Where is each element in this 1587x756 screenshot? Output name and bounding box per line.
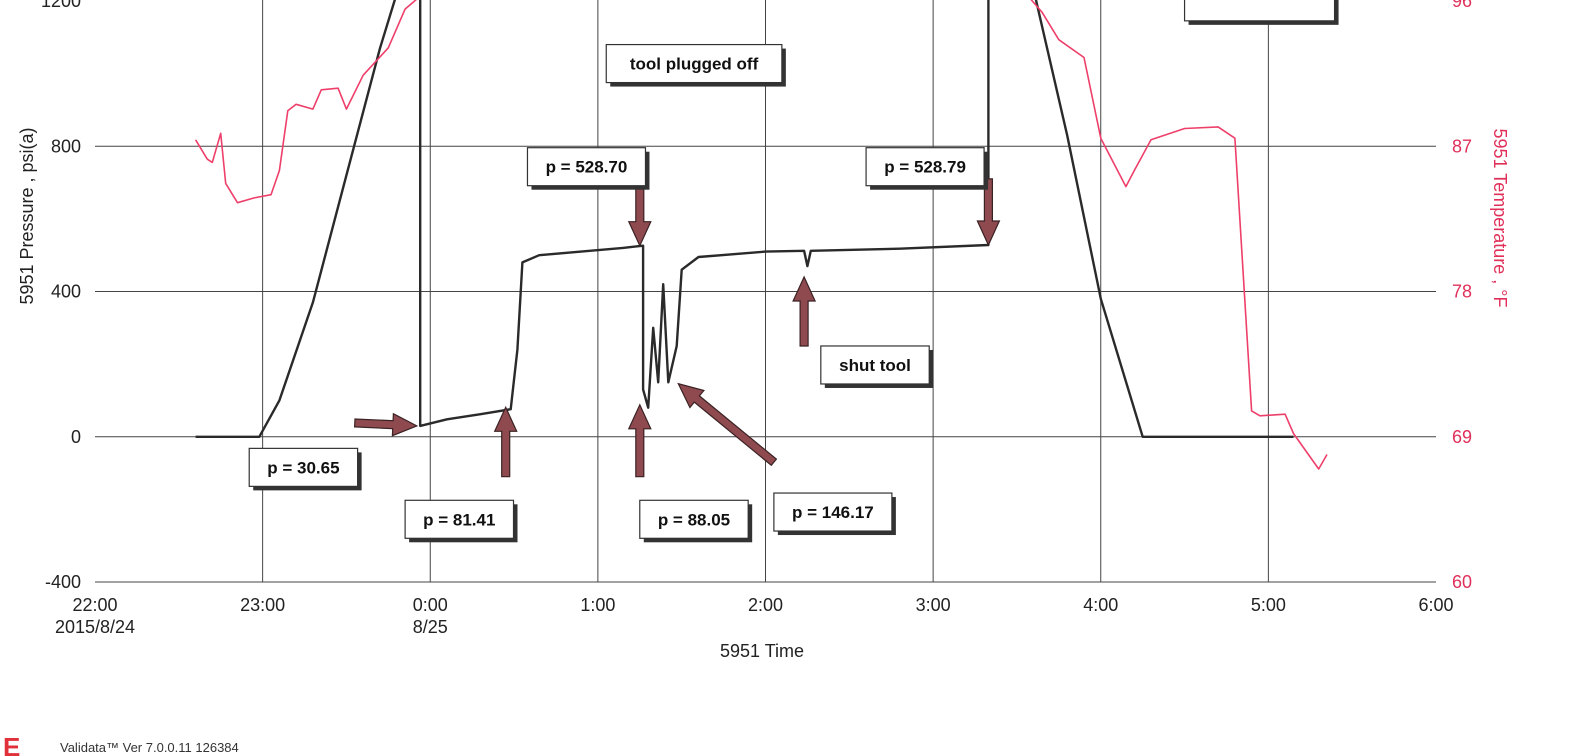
annotation: p = 146.17 <box>773 492 896 536</box>
annotation-box <box>248 447 359 487</box>
y-axis-ticks: 1200 800 400 0 -400 <box>41 0 81 592</box>
annotation-arrow <box>976 178 1001 247</box>
annotation-box <box>820 345 930 385</box>
x-tick-label: 5:00 <box>1251 595 1286 615</box>
annotation <box>1183 0 1339 25</box>
x-tick-label: 1:00 <box>580 595 615 615</box>
series-layer <box>194 0 1328 470</box>
x-tick-label: 2:00 <box>748 595 783 615</box>
x-tick-label: 3:00 <box>916 595 951 615</box>
annotation-arrow <box>677 382 778 467</box>
annotation-label: p = 88.05 <box>658 510 730 529</box>
annotation-arrow <box>493 405 518 478</box>
grid <box>95 0 1436 583</box>
x-axis-title: 5951 Time <box>720 641 804 661</box>
annotation: p = 30.65 <box>248 447 362 491</box>
annotation-arrow <box>627 403 652 478</box>
arrow-shape <box>627 403 652 478</box>
y-tick-label: 400 <box>51 282 81 302</box>
annotation-label: shut tool <box>839 356 911 375</box>
y-tick-label: 1200 <box>41 0 81 11</box>
arrow-shape <box>976 178 1001 247</box>
pressure-series-line <box>195 0 1294 438</box>
annotation-box <box>865 147 985 187</box>
annotations-layer: tool plugged off p = 528.70 p = 528.79 p = … <box>248 0 1339 543</box>
arrow-shape <box>353 412 419 437</box>
y2-tick-label: 96 <box>1452 0 1472 11</box>
y2-tick-label: 78 <box>1452 282 1472 302</box>
annotation-box <box>1183 0 1336 22</box>
x-tick-label: 23:00 <box>240 595 285 615</box>
annotation-label: p = 146.17 <box>792 503 874 522</box>
y-axis-title: 5951 Pressure , psi(a) <box>17 127 37 304</box>
annotation: p = 528.70 <box>526 147 650 190</box>
annotation-box <box>605 43 783 84</box>
annotation: p = 528.79 <box>865 147 989 190</box>
annotation-label: p = 30.65 <box>267 458 339 477</box>
x-tick-sublabel: 8/25 <box>413 617 448 637</box>
annotation-arrow <box>792 275 817 347</box>
annotation-box <box>639 499 749 539</box>
annotation-box <box>404 499 515 539</box>
arrow-shape <box>792 275 817 347</box>
y-tick-label: -400 <box>45 572 81 592</box>
x-tick-label: 0:00 <box>413 595 448 615</box>
arrow-shape <box>493 405 518 478</box>
arrow-shape <box>677 382 778 467</box>
annotation-label: p = 81.41 <box>423 510 495 529</box>
annotation: p = 81.41 <box>404 499 518 543</box>
y2-tick-label: 69 <box>1452 427 1472 447</box>
y2-axis-ticks: 96 87 78 69 60 <box>1452 0 1472 592</box>
footer: E Validata™ Ver 7.0.0.11 126384 <box>3 732 239 756</box>
annotation: tool plugged off <box>605 43 786 87</box>
annotation-box <box>526 147 647 187</box>
x-tick-label: 6:00 <box>1418 595 1453 615</box>
annotation-label: tool plugged off <box>630 55 759 74</box>
annotation-box <box>773 492 893 532</box>
footer-version-text: Validata™ Ver 7.0.0.11 126384 <box>60 740 239 755</box>
annotation: shut tool <box>820 345 934 388</box>
annotation: p = 88.05 <box>639 499 753 543</box>
footer-brand-mark: E <box>3 732 20 756</box>
y2-tick-label: 87 <box>1452 136 1472 156</box>
x-tick-label: 4:00 <box>1083 595 1118 615</box>
y2-axis-title: 5951 Temperature , °F <box>1490 129 1510 308</box>
temperature-series-line <box>194 0 1328 470</box>
annotation-label: p = 528.70 <box>546 158 628 177</box>
annotation-arrow <box>353 412 419 437</box>
annotation-label: p = 528.79 <box>884 158 966 177</box>
x-tick-label: 22:00 <box>72 595 117 615</box>
x-tick-sublabel: 2015/8/24 <box>55 617 135 637</box>
y2-tick-label: 60 <box>1452 572 1472 592</box>
y-tick-label: 800 <box>51 136 81 156</box>
y-tick-label: 0 <box>71 427 81 447</box>
